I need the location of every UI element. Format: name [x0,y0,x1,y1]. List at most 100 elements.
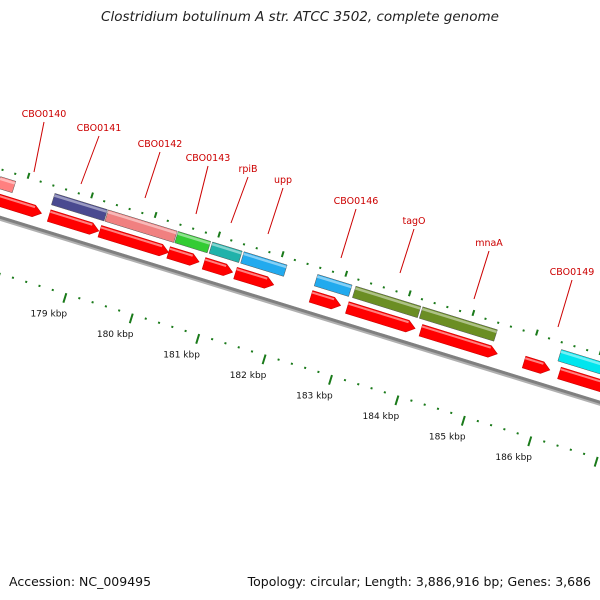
scale-tick [62,292,68,303]
cds-arrow-highlight [311,291,335,301]
scale-label: 182 kbp [230,371,267,381]
outer-tick [560,341,563,344]
scale-tick [171,325,174,329]
gene-label: CBO0143 [186,153,231,164]
cds-arrow-highlight [204,258,227,267]
scale-tick [569,448,573,451]
gene-label: mnaA [475,238,503,249]
scale-tick [290,362,294,365]
scale-tick [24,280,28,284]
scale-label: 183 kbp [296,392,333,402]
outer-tick [319,266,322,270]
outer-tick [230,239,233,242]
scale-tick [38,284,41,288]
gene-feature [352,285,422,319]
gene-label: CBO0141 [77,123,122,134]
gene-leader-line [267,187,284,235]
scale-tick [383,391,387,394]
scale-tick [516,432,519,435]
gene-feature-highlight [0,177,16,185]
outer-tick [293,258,297,262]
cds-arrow-highlight [524,357,544,365]
outer-tick [102,199,106,203]
gene-leader-line [557,279,573,328]
scale-tick [394,395,400,406]
scale-tick [489,423,493,427]
scale-label: 186 kbp [495,453,532,463]
outer-tick [573,344,576,348]
feature-track [0,176,600,375]
cds-arrow [557,366,600,393]
scale-tick [144,317,147,320]
gene-label: CBO0140 [22,109,67,120]
outer-tick [128,207,131,211]
scale-tick [210,337,214,341]
map-title: Clostridium botulinum A str. ATCC 3502, … [101,9,499,25]
scale-tick [460,415,466,426]
gene-feature-highlight [107,210,177,235]
outer-tick [26,172,31,179]
outer-tick [141,211,144,215]
outer-tick [204,231,208,234]
cds-arrow-highlight [169,247,193,257]
backbone-line [0,215,600,404]
gene-label: CBO0146 [334,196,379,207]
gene-leader-line [80,135,100,185]
scale-label: 180 kbp [97,330,134,340]
outer-tick-track [1,168,600,356]
outer-tick [255,246,258,250]
scale-tick [343,378,347,382]
scale-tick [51,288,55,292]
scale-tick [542,440,546,443]
outer-tick [484,317,487,321]
gene-feature-highlight [243,252,287,269]
cds-arrow-highlight [236,268,268,280]
outer-tick [331,270,335,274]
outer-tick [242,243,246,246]
outer-tick [585,348,589,352]
scale-track: 179 kbp 180 kbp 181 kbp 182 kbp 183 kbp 184 k… [0,272,599,467]
gene-feature [557,349,600,375]
cds-arrow [46,209,100,235]
outer-tick [191,227,195,230]
scale-label: 185 kbp [429,432,466,442]
scale-tick [476,419,480,423]
outer-tick [39,180,42,183]
gene-feature [104,209,178,243]
scale-tick [410,399,413,402]
gene-feature-highlight [421,307,498,334]
scale-tick [237,346,240,349]
outer-tick [382,286,386,289]
outer-tick [77,192,81,195]
scale-tick [157,321,161,325]
scale-tick [277,358,280,361]
scale-tick [250,350,254,353]
scale-tick [11,276,15,279]
genome-stats-text: Topology: circular; Length: 3,886,916 bp… [247,574,591,589]
scale-tick [261,354,267,365]
outer-tick [547,337,551,340]
cds-arrow-highlight [421,325,492,349]
outer-tick [395,290,398,293]
outer-tick [433,301,436,305]
outer-tick [217,231,222,238]
gene-feature [51,193,108,222]
cds-arrow-highlight [348,302,409,324]
scale-label: 184 kbp [363,412,400,422]
gene-feature-highlight [53,194,108,213]
scale-tick [503,428,506,431]
scale-tick [317,370,320,374]
scale-tick [128,313,134,324]
outer-tick [369,282,373,285]
scale-tick [303,366,307,370]
scale-tick [593,456,599,467]
gene-feature [174,231,212,254]
scale-tick [195,333,201,344]
scale-tick [184,329,187,333]
outer-tick [268,250,271,254]
gene-feature [240,251,288,277]
scale-tick [117,309,121,312]
scale-tick [78,296,81,300]
